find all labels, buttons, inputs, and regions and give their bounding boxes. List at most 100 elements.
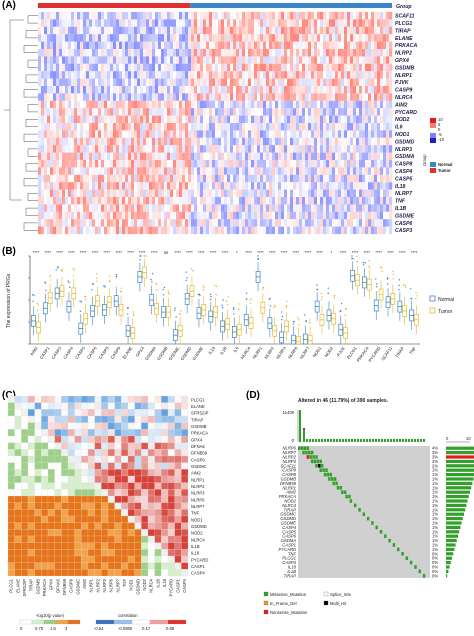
heatmap-cell: [308, 174, 312, 183]
heatmap-cell: [248, 182, 252, 190]
heatmap-cell: [242, 160, 246, 168]
heatmap-cell: [254, 41, 258, 50]
heatmap-cell: [140, 211, 144, 220]
heatmap-cell: [386, 71, 390, 79]
mutation-cell: [302, 450, 305, 455]
heatmap-cell: [53, 49, 57, 57]
heatmap-cell: [236, 189, 240, 198]
correlation-cell: [21, 515, 29, 523]
heatmap-cell: [254, 100, 258, 109]
heatmap-cell: [278, 56, 282, 64]
heatmap-cell: [290, 71, 294, 79]
heatmap-cell: [290, 197, 294, 205]
heatmap-cell: [290, 204, 294, 212]
correlation-cell: [34, 442, 42, 450]
top-bar: [393, 439, 395, 442]
correlation-cell: [141, 429, 149, 437]
heatmap-cell: [83, 41, 87, 50]
heatmap-cell: [98, 167, 102, 175]
correlation-cell: [61, 435, 69, 443]
heatmap-cell: [296, 189, 300, 198]
heatmap-cell: [41, 115, 45, 124]
correlation-cell: [161, 435, 169, 443]
heatmap-cell: [299, 78, 303, 87]
heatmap-cell: [299, 145, 303, 153]
heatmap-cell: [245, 108, 249, 116]
correlation-cell: [47, 429, 55, 437]
heatmap-cell: [155, 56, 159, 64]
heatmap-cell: [251, 56, 255, 64]
correlation-cell: [101, 402, 109, 410]
box-outlier: [60, 269, 63, 272]
heatmap-cell: [185, 123, 189, 131]
correlation-cell: [7, 535, 15, 543]
heatmap-cell: [227, 26, 231, 35]
correlation-cell: [174, 502, 182, 510]
correlation-cell: [14, 462, 22, 470]
correlation-cell: [154, 549, 162, 557]
heatmap-cell: [176, 211, 180, 220]
correlation-cell: [181, 502, 189, 510]
heatmap-cell: [128, 49, 132, 57]
panel-c-correlation: PLCG1ELANESFRS2IPTIRAPGSDMBPRKACAGPX4DFN…: [7, 395, 209, 631]
heatmap-cell: [125, 12, 129, 20]
heatmap-cell: [131, 167, 135, 175]
heatmap-cell: [125, 130, 129, 138]
heatmap-cell: [347, 130, 351, 138]
box-outlier: [380, 267, 383, 269]
heatmap-cell: [152, 123, 156, 131]
heatmap-cell: [47, 12, 51, 20]
heatmap-cell: [371, 12, 375, 20]
heatmap-cell: [110, 174, 114, 183]
heatmap-cell: [83, 26, 87, 35]
heatmap-cell: [347, 211, 351, 220]
heatmap-cell: [122, 78, 126, 87]
heatmap-cell: [191, 100, 195, 109]
heatmap-cell: [275, 93, 279, 101]
correlation-cell: [114, 442, 122, 450]
heatmap-cell: [56, 56, 60, 64]
heatmap-cell: [56, 211, 60, 220]
heatmap-cell: [146, 137, 150, 146]
heatmap-cell: [134, 226, 138, 235]
heatmap-cell: [209, 160, 213, 168]
heatmap-cell: [212, 100, 216, 109]
dendrogram-branch: [9, 19, 24, 201]
heatmap-cell: [362, 130, 366, 138]
heatmap-cell: [134, 100, 138, 109]
correlation-cell: [114, 415, 122, 423]
heatmap-cell: [209, 219, 213, 227]
correlation-cell: [134, 569, 142, 577]
heatmap-cell: [179, 152, 183, 161]
box-outlier: [120, 287, 123, 289]
heatmap-cell: [158, 152, 162, 161]
heatmap-cell: [197, 49, 201, 57]
heatmap-cell: [152, 100, 156, 109]
heatmap-cell: [164, 152, 168, 161]
heatmap-cell: [344, 41, 348, 50]
heatmap-cell: [383, 12, 387, 20]
heatmap-cell: [338, 34, 342, 42]
heatmap-cell: [260, 211, 264, 220]
heatmap-cell: [101, 204, 105, 212]
heatmap-cell: [143, 167, 147, 175]
heatmap-cell: [182, 71, 186, 79]
heatmap-cell: [74, 204, 78, 212]
heatmap-cell: [125, 86, 129, 94]
box-outlier: [198, 293, 201, 296]
heatmap-cell: [179, 63, 183, 72]
heatmap-cell: [362, 182, 366, 190]
heatmap-cell: [50, 93, 54, 101]
heatmap-cell: [308, 130, 312, 138]
heatmap-cell: [62, 145, 66, 153]
heatmap-cell: [332, 71, 336, 79]
correlation-cell: [181, 435, 189, 443]
heatmap-cell: [206, 63, 210, 72]
heatmap-cell: [311, 152, 315, 161]
heatmap-cell: [377, 145, 381, 153]
heatmap-cell: [212, 204, 216, 212]
heatmap-cell: [218, 63, 222, 72]
heatmap-cell: [191, 26, 195, 35]
heatmap-cell: [221, 219, 225, 227]
heatmap-cell: [359, 211, 363, 220]
